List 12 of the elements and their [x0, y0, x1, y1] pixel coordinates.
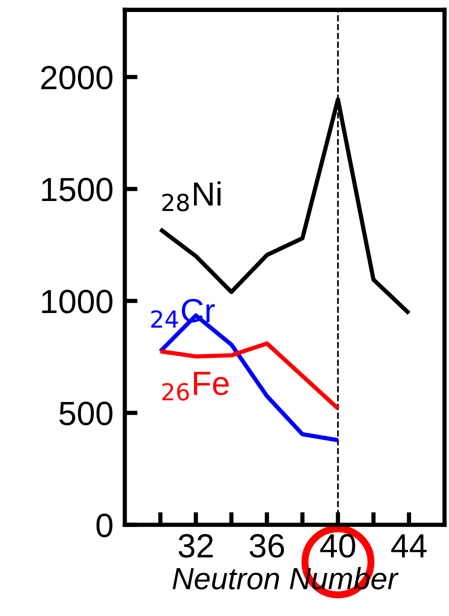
x-tick-label: 36	[250, 534, 284, 558]
x-tick-label: 40	[320, 534, 356, 558]
y-tick-label: 1500	[42, 178, 112, 202]
x-tick-label: 32	[178, 534, 213, 558]
line-series	[158, 341, 340, 410]
y-tick-label: 0	[96, 514, 112, 538]
y-tick-label: 500	[59, 402, 112, 426]
y-tick-label: 2000	[41, 66, 112, 90]
y-tick-label: 1000	[42, 290, 112, 314]
series-label: $_{26}$Fe	[162, 372, 229, 401]
series-label: $_{28}$Ni	[162, 181, 220, 212]
x-tick-label: 44	[391, 534, 427, 558]
